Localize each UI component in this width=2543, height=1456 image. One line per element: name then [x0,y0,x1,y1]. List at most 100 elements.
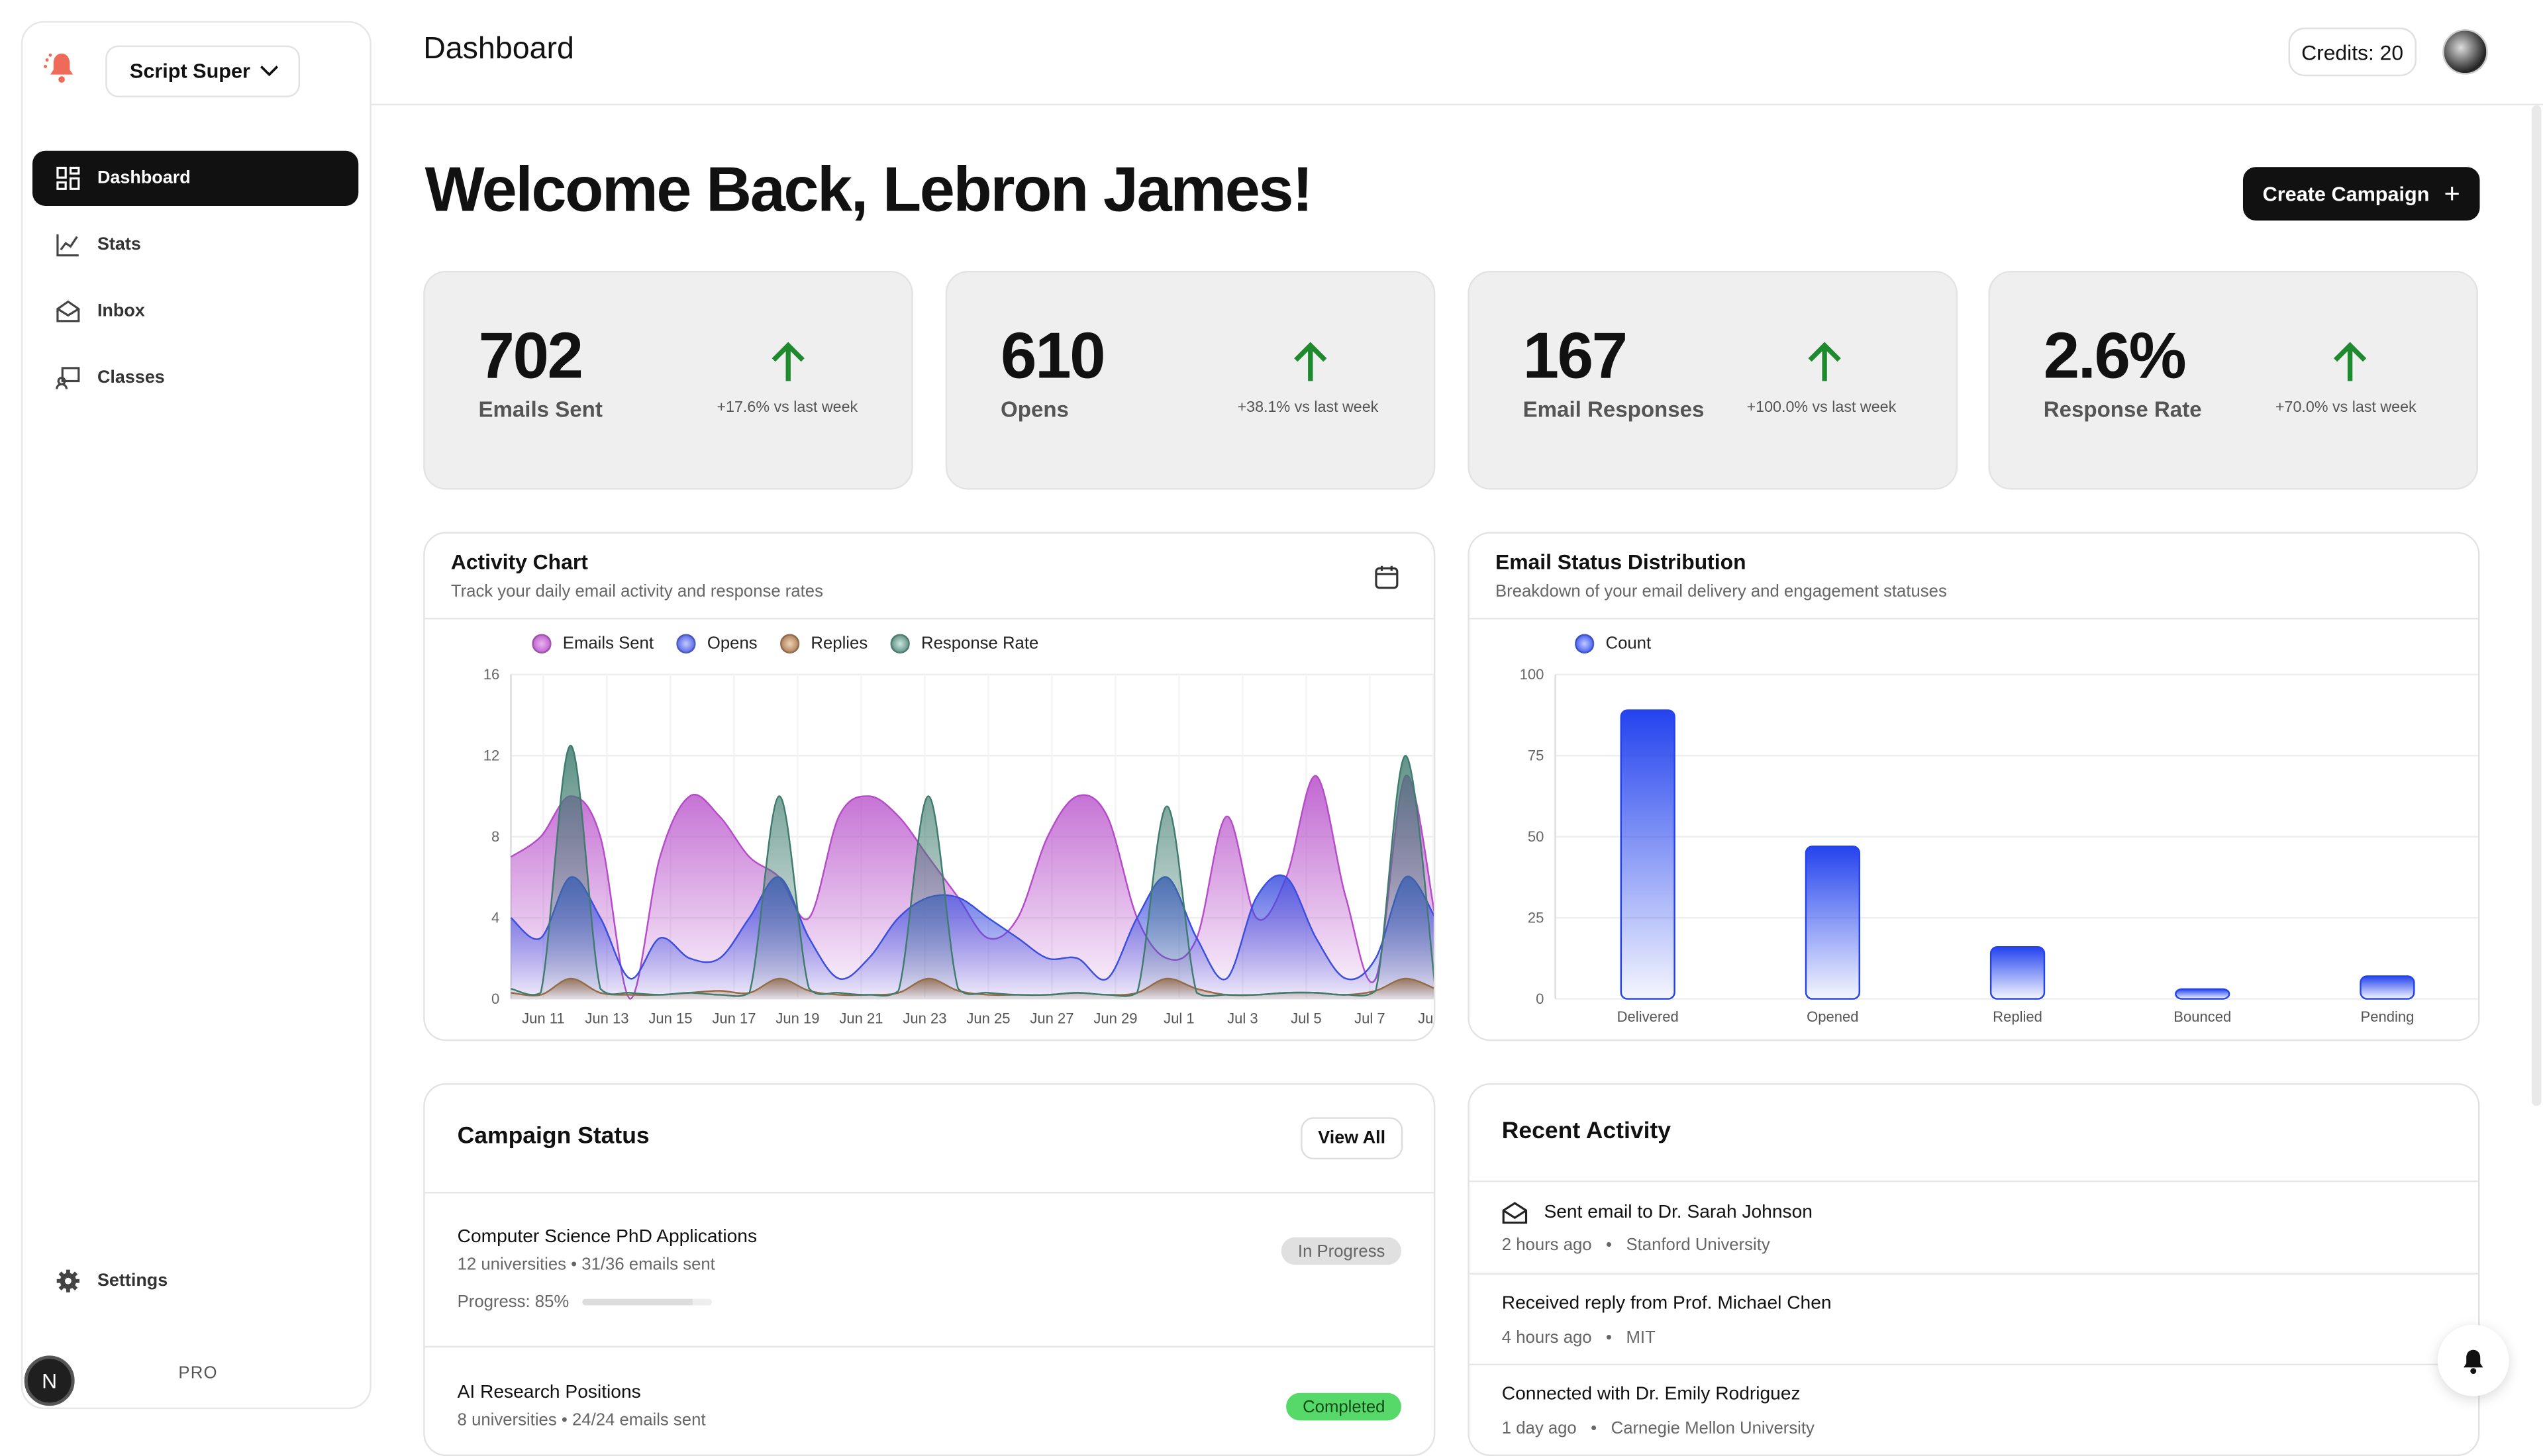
sidebar-item-label: Stats [97,235,141,255]
activity-time: 2 hours ago [1501,1236,1592,1255]
settings-label: Settings [97,1271,168,1291]
x-tick-label: Delivered [1617,1008,1679,1025]
activity-org: Carnegie Mellon University [1611,1418,1815,1439]
campaign-status-title: Campaign Status [457,1124,650,1150]
x-tick-label: Jun 13 [585,1010,628,1026]
activity-item[interactable]: Sent email to Dr. Sarah Johnson 2 hours … [1469,1180,2479,1273]
series-line-opens [510,874,1434,981]
status-badge: Completed [1286,1392,1401,1421]
sidebar-item-classes[interactable]: Classes [32,350,358,405]
stat-value: 167 [1522,320,1628,393]
user-initial-avatar[interactable]: N [24,1355,75,1406]
create-campaign-button[interactable]: Create Campaign + [2242,167,2480,221]
series-line-response-rate [511,744,1434,997]
campaign-meta: 8 universities • 24/24 emails sent [457,1410,706,1431]
activity-text: Sent email to Dr. Sarah Johnson [1544,1203,1813,1223]
x-tick-label: Jun 17 [712,1010,756,1026]
arrow-up-icon [1808,342,1841,381]
legend-label: Replies [811,634,868,654]
x-tick-label: Bounced [2173,1008,2231,1025]
legend-label: Opens [707,634,758,654]
activity-org: Stanford University [1626,1236,1770,1255]
activity-item[interactable]: Connected with Dr. Emily Rodriguez 1 day… [1469,1363,2479,1455]
stat-value: 702 [478,320,583,393]
x-tick-label: Jun 19 [775,1010,819,1026]
stat-value: 2.6% [2043,320,2187,393]
view-all-button[interactable]: View All [1301,1117,1403,1160]
panel-divider [1469,618,2479,620]
legend-item[interactable]: Opens [676,634,758,654]
stat-card-opens: 610 Opens +38.1% vs last week [945,270,1436,490]
stat-card-email-responses: 167 Email Responses +100.0% vs last week [1468,270,1958,490]
arrow-up-icon [2333,342,2367,381]
activity-item[interactable]: Received reply from Prof. Michael Chen 4… [1469,1273,2479,1365]
campaign-progress: Progress: 85% [458,1292,712,1312]
x-tick-label: Jul 5 [1291,1010,1322,1026]
x-tick-label: Jul 7 [1354,1010,1385,1026]
campaign-status-panel: Campaign Status View All Computer Scienc… [423,1083,1436,1456]
bar-pending[interactable] [2360,975,2415,1000]
activity-text: Connected with Dr. Emily Rodriguez [1501,1384,1801,1404]
x-tick-label: Jul 1 [1164,1010,1195,1026]
y-tick-label: 16 [483,666,500,683]
notifications-button[interactable] [2437,1324,2509,1396]
sidebar-item-label: Classes [97,367,165,388]
gear-icon [56,1269,80,1292]
classes-icon [56,367,80,389]
top-bar: Dashboard Credits: 20 [371,0,2543,106]
stat-change: +70.0% vs last week [2275,399,2417,417]
x-tick-label: Jun 11 [522,1010,565,1026]
status-chart-panel: Email Status Distribution Breakdown of y… [1468,532,2480,1042]
sidebar-item-inbox[interactable]: Inbox [32,284,358,339]
sidebar-item-label: Dashboard [97,168,191,189]
progress-label: Progress: 85% [457,1292,570,1312]
campaign-row[interactable]: Computer Science PhD Applications 12 uni… [424,1192,1434,1346]
x-tick-label: Opened [1807,1008,1858,1025]
stat-label: Email Responses [1522,397,1705,422]
workspace-switcher[interactable]: Script Super [105,45,301,97]
x-tick-label: Jun 15 [648,1010,692,1026]
bar-replied[interactable] [1989,946,2046,1000]
bar-delivered[interactable] [1620,709,1675,1000]
bar-opened[interactable] [1805,846,1861,1000]
plus-icon: + [2444,177,2460,209]
x-tick-label: Jun 25 [966,1010,1010,1026]
stat-value: 610 [1001,320,1106,393]
sidebar-item-dashboard[interactable]: Dashboard [32,150,359,207]
avatar[interactable] [2442,29,2488,75]
progress-fill [581,1298,693,1306]
bell-logo-icon[interactable] [42,48,81,87]
recent-activity-panel: Recent Activity Sent email to Dr. Sarah … [1468,1083,2480,1456]
credits-badge[interactable]: Credits: 20 [2288,27,2417,77]
activity-meta: 2 hours ago • Stanford University [1501,1236,1770,1255]
campaign-name: Computer Science PhD Applications [457,1227,758,1247]
status-chart-svg: 0 25 50 75 100 Delivered Opened Replied Bounced P… [1520,666,2479,1025]
activity-meta: 1 day ago • Carnegie Mellon University [1501,1418,1815,1439]
legend-item[interactable]: Emails Sent [532,634,654,654]
status-badge: In Progress [1281,1237,1401,1265]
bar-bounced[interactable] [2175,988,2230,1000]
create-campaign-label: Create Campaign [2262,182,2430,205]
series-area-opens [511,875,1434,999]
campaign-row[interactable]: AI Research Positions 8 universities • 2… [424,1345,1434,1455]
scrollbar[interactable] [2531,105,2542,1106]
legend-label: Emails Sent [562,634,654,654]
legend-item[interactable]: Replies [779,634,868,654]
activity-chart-svg: 0 4 8 12 16 Jun 11 Jun 13 Jun 15 Jun 17 Jun 19 Jun… [483,666,1434,1026]
sidebar-item-settings[interactable]: Settings [55,1268,168,1294]
sidebar-nav: Dashboard Stats Inbox Classes [32,150,359,417]
y-tick-label: 0 [491,991,499,1007]
plan-label: PRO [178,1363,218,1383]
campaign-meta: 12 universities • 31/36 emails sent [457,1255,715,1275]
x-tick-label: Jun 29 [1093,1010,1137,1026]
sidebar-item-stats[interactable]: Stats [32,217,358,272]
page-title: Dashboard [423,32,574,67]
activity-text: Received reply from Prof. Michael Chen [1501,1294,1832,1314]
x-tick-label: Replied [1993,1008,2042,1025]
calendar-icon[interactable] [1373,564,1399,590]
stat-change: +17.6% vs last week [717,399,858,417]
sidebar-item-label: Inbox [97,301,145,321]
legend-item[interactable]: Count [1574,634,1651,654]
status-chart-subtitle: Breakdown of your email delivery and eng… [1495,582,1947,602]
legend-item[interactable]: Response Rate [890,634,1038,654]
